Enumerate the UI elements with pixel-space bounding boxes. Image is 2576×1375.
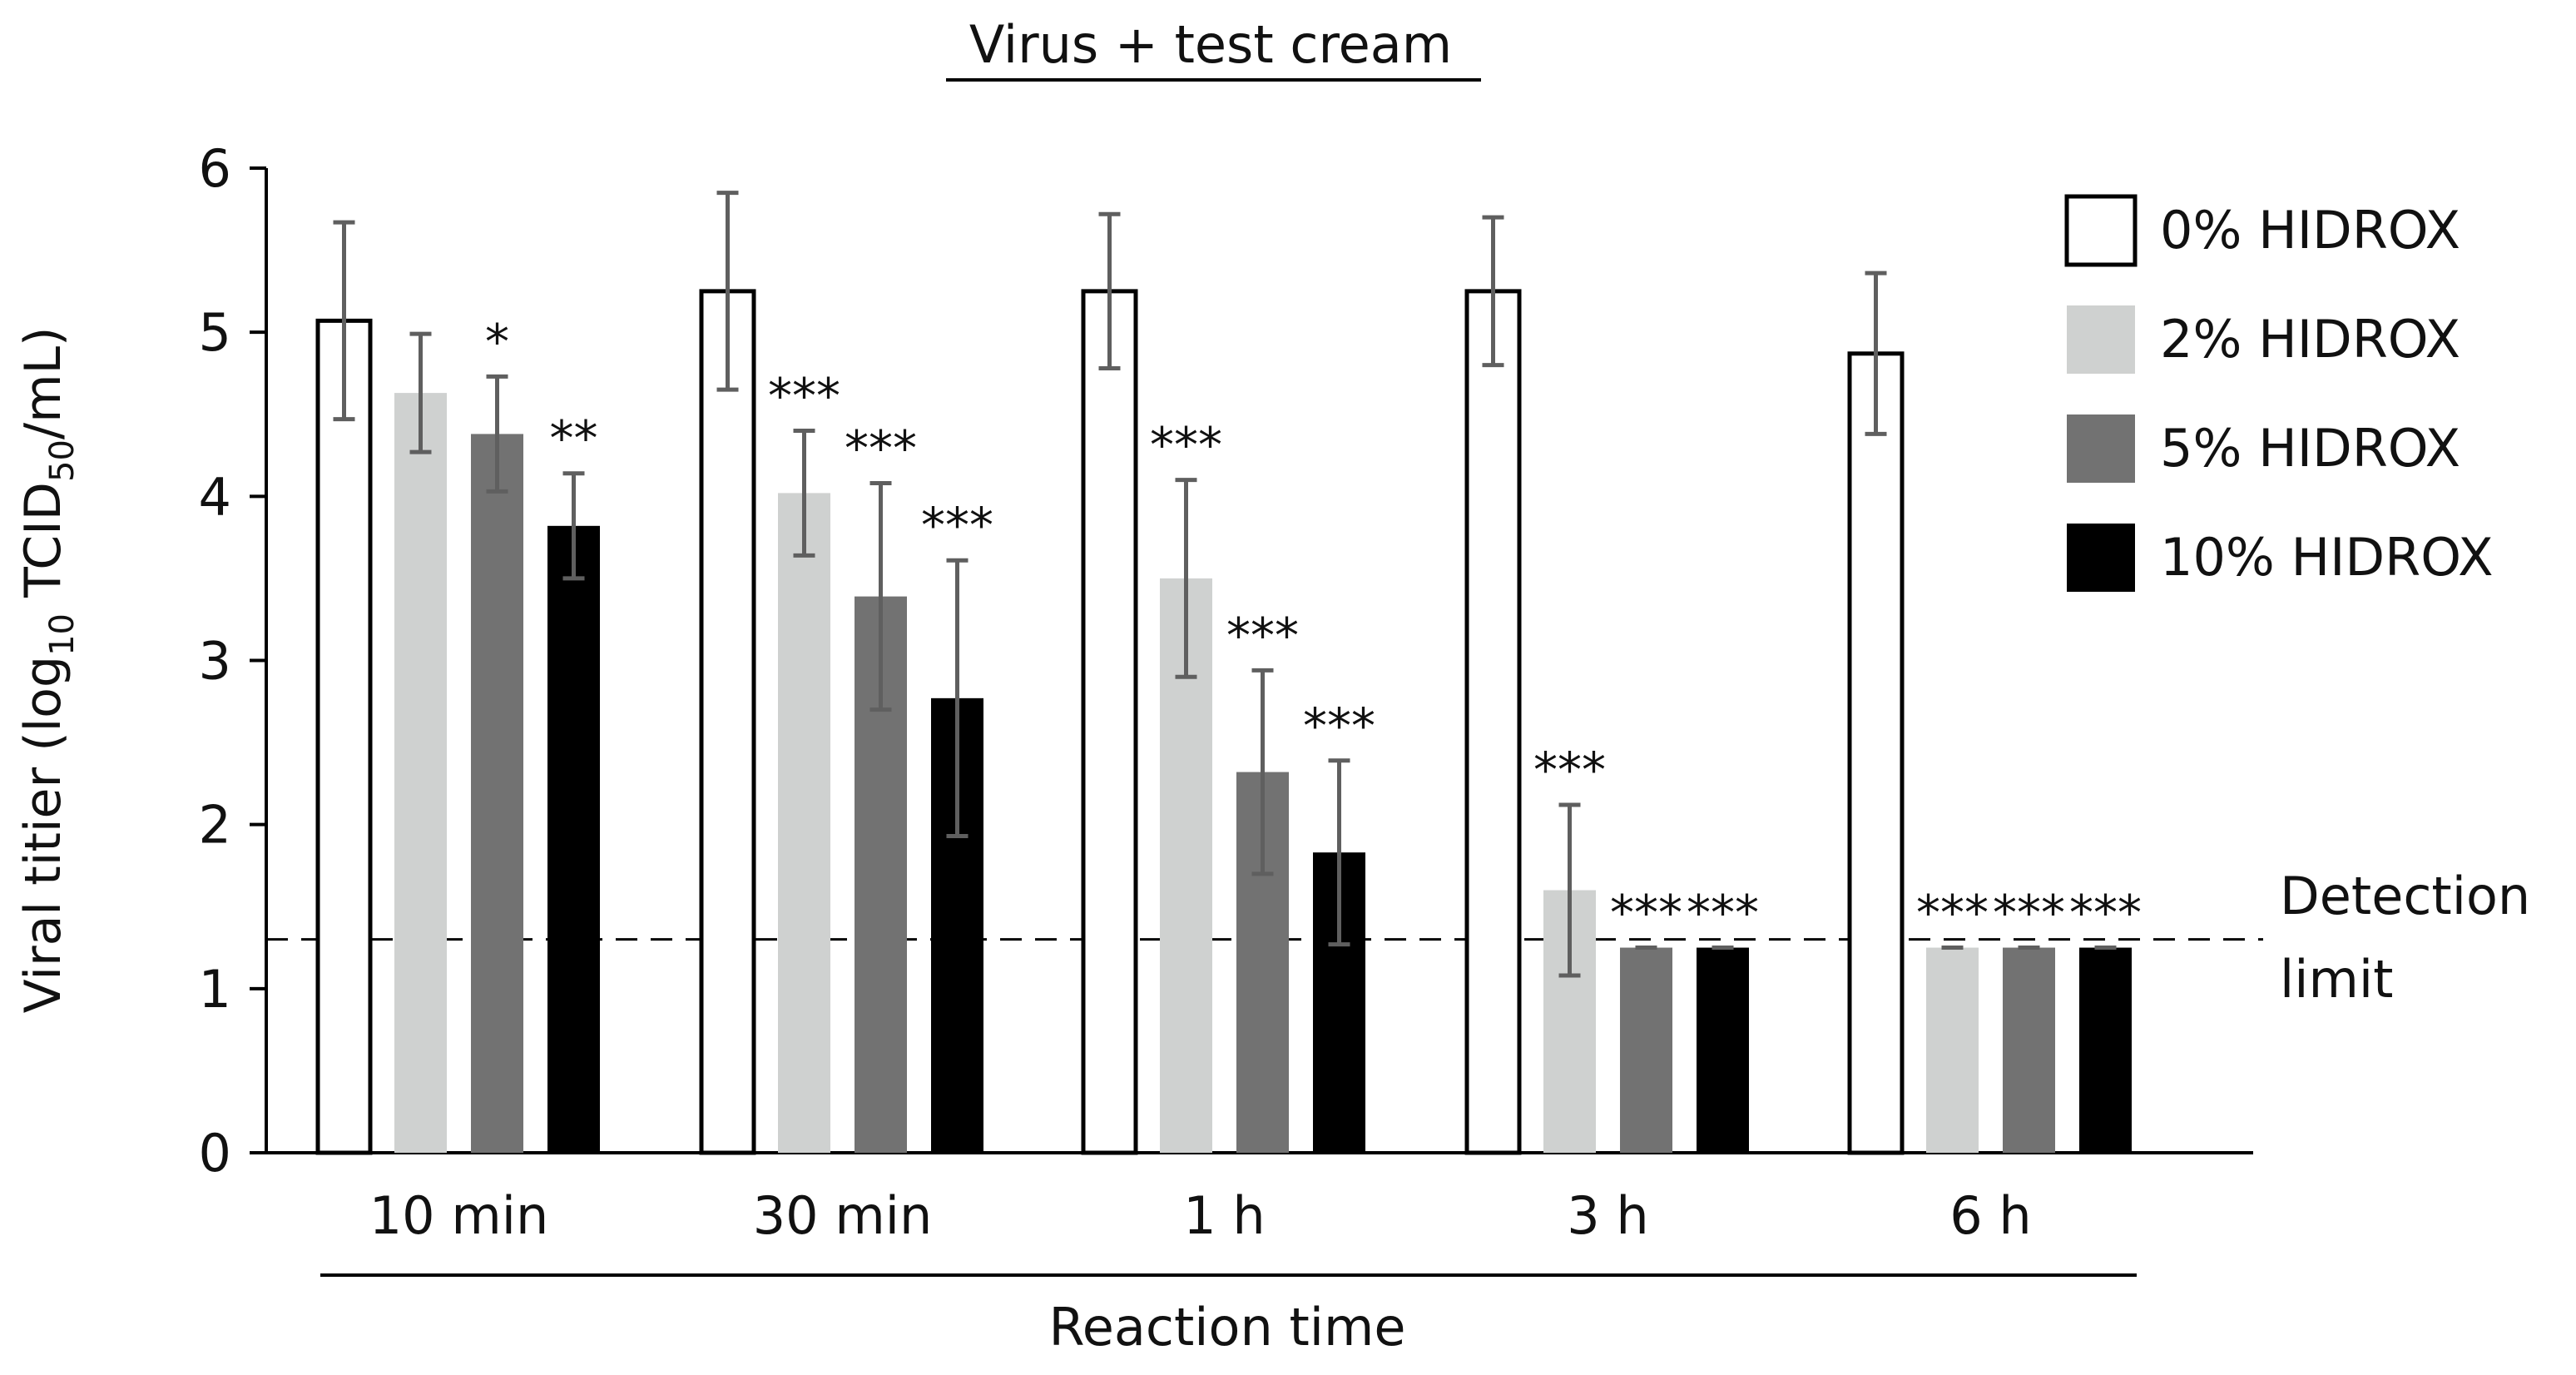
significance-mark: ***	[2069, 885, 2142, 941]
x-tick-label: 6 h	[1949, 1185, 2031, 1246]
legend-swatch	[2064, 194, 2138, 267]
y-ticks: 0 1 2 3 4 5 6	[199, 138, 266, 1184]
x-tick-label: 1 h	[1183, 1185, 1265, 1246]
bar	[1926, 947, 1979, 1153]
significance-mark: ***	[845, 420, 917, 477]
legend-swatch	[2067, 305, 2135, 374]
bar	[2079, 947, 2132, 1153]
bar	[2003, 947, 2055, 1153]
chart-title: Virus + test cream	[969, 14, 1452, 75]
y-axis-label: Viral titier (log10 TCID50/mL)	[14, 327, 82, 1014]
x-tick-label: 10 min	[369, 1185, 549, 1246]
legend-label: 2% HIDROX	[2160, 309, 2460, 370]
bar	[699, 289, 756, 1155]
bar	[1081, 289, 1138, 1155]
bar	[1847, 351, 1905, 1155]
y-label-subscript: 10	[43, 613, 82, 656]
bar	[1697, 947, 1749, 1153]
bar	[1620, 947, 1672, 1153]
bar	[778, 493, 830, 1153]
significance-mark: ***	[768, 367, 840, 424]
significance-mark: ***	[1303, 697, 1375, 754]
x-tick-label: 30 min	[753, 1185, 933, 1246]
bar	[315, 318, 373, 1155]
bar	[547, 525, 600, 1153]
legend-label: 10% HIDROX	[2160, 527, 2494, 588]
significance-mark: ***	[1150, 417, 1222, 474]
significance-mark: ***	[1610, 885, 1682, 941]
y-label-part: TCID	[14, 482, 72, 613]
bar	[394, 393, 447, 1153]
significance-mark: ***	[1533, 742, 1606, 798]
significance-mark: *	[485, 313, 509, 370]
y-tick-label: 1	[199, 959, 231, 1020]
detection-limit: Detection limit	[266, 866, 2530, 1010]
significance-mark: ***	[1226, 607, 1299, 663]
x-axis-label: Reaction time	[1048, 1297, 1405, 1358]
y-tick-label: 2	[199, 795, 231, 856]
y-label-part: /mL)	[14, 327, 72, 440]
significance-mark: ***	[1687, 885, 1759, 941]
legend-label: 0% HIDROX	[2160, 200, 2460, 261]
y-label-subscript: 50	[43, 439, 82, 482]
bar	[1464, 289, 1522, 1155]
bar	[471, 434, 523, 1153]
y-tick-label: 3	[199, 631, 231, 692]
y-tick-label: 6	[199, 138, 231, 199]
y-tick-label: 5	[199, 302, 231, 363]
y-tick-label: 0	[199, 1123, 231, 1184]
legend-swatch	[2067, 414, 2135, 483]
significance-mark: ***	[1993, 885, 2065, 941]
bars	[315, 289, 2132, 1155]
detection-limit-label-line1: Detection	[2280, 866, 2530, 926]
significance-mark: **	[550, 410, 598, 467]
legend-label: 5% HIDROX	[2160, 418, 2460, 479]
significance-mark: ***	[921, 497, 993, 553]
x-tick-label: 3 h	[1567, 1185, 1648, 1246]
error-bars	[333, 191, 2117, 978]
significance-marks: *************************** *** *** *** ***	[485, 313, 2142, 941]
detection-limit-label-line2: limit	[2280, 949, 2393, 1010]
x-tick-labels: 10 min 30 min 1 h 3 h 6 h	[369, 1185, 2032, 1246]
y-tick-label: 4	[199, 466, 231, 527]
legend: 0% HIDROX 2% HIDROX 5% HIDROX 10% HIDROX	[2064, 194, 2494, 592]
y-label-part: Viral titier (log	[14, 656, 72, 1014]
significance-mark: ***	[1916, 885, 1989, 941]
legend-swatch	[2067, 524, 2135, 592]
